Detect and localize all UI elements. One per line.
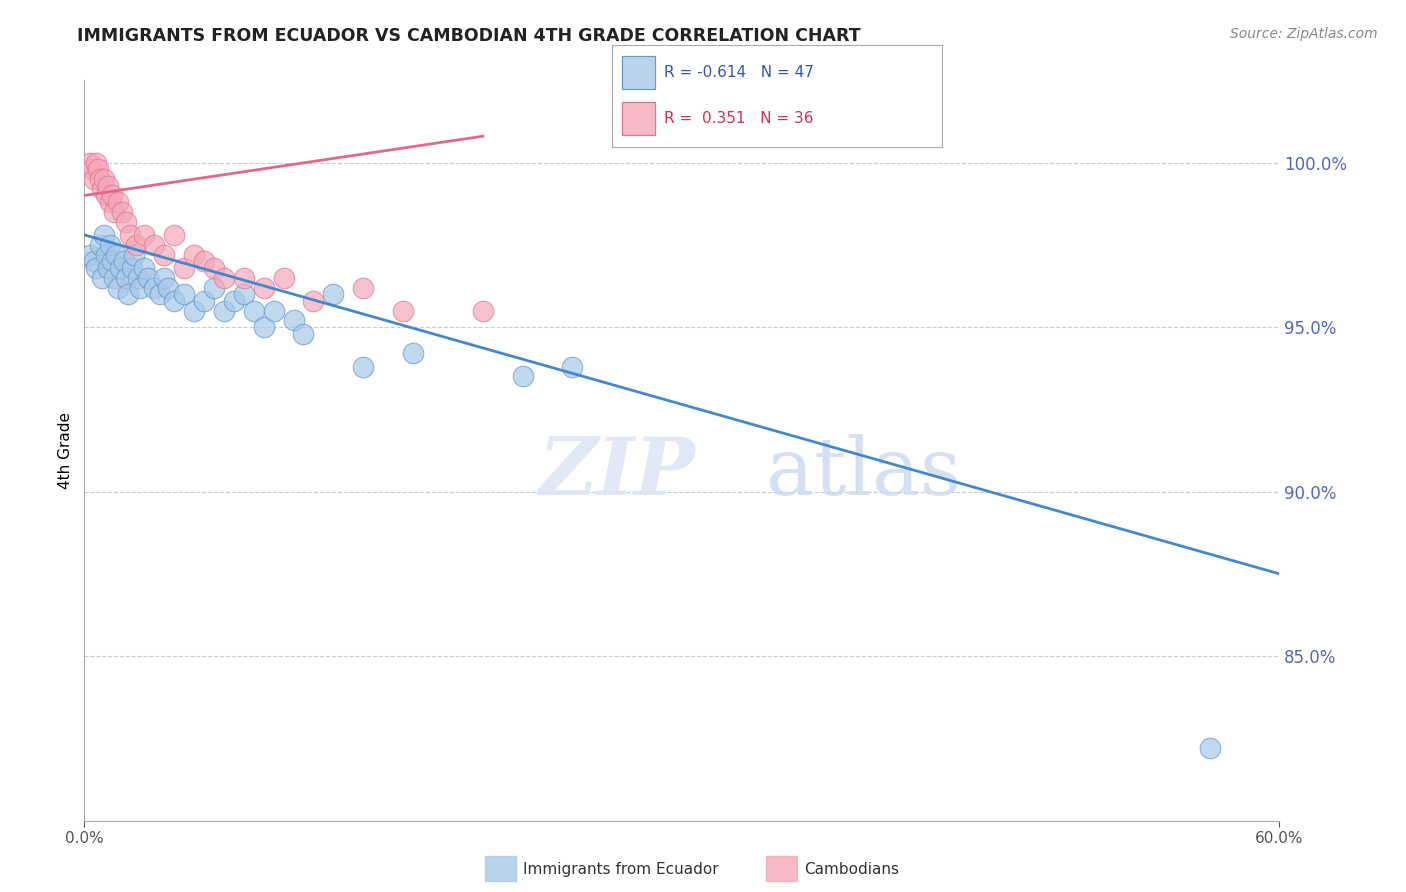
Point <box>157 280 180 294</box>
Point <box>89 172 111 186</box>
Point <box>101 254 124 268</box>
Point <box>110 260 132 275</box>
Point <box>183 248 205 262</box>
Point <box>253 320 276 334</box>
Point <box>302 293 325 308</box>
Point <box>105 248 128 262</box>
Point <box>91 270 114 285</box>
Point <box>79 248 101 262</box>
Point <box>101 188 124 202</box>
Point <box>83 254 105 268</box>
Point <box>107 280 129 294</box>
Point <box>86 260 108 275</box>
Point <box>273 270 295 285</box>
Point <box>115 270 138 285</box>
Point <box>89 237 111 252</box>
Point <box>212 303 235 318</box>
Point <box>112 254 135 268</box>
Point <box>98 237 121 252</box>
Text: atlas: atlas <box>766 434 960 512</box>
Point <box>163 227 186 242</box>
Point <box>93 227 115 242</box>
Text: R =  0.351   N = 36: R = 0.351 N = 36 <box>665 111 814 126</box>
Point <box>121 260 143 275</box>
Point <box>111 205 134 219</box>
Point <box>107 194 129 209</box>
Bar <box>621 102 655 135</box>
Point <box>117 287 139 301</box>
Point <box>173 287 195 301</box>
Point <box>83 172 105 186</box>
Point <box>129 280 152 294</box>
Y-axis label: 4th Grade: 4th Grade <box>58 412 73 489</box>
Point <box>263 303 285 318</box>
Point <box>183 303 205 318</box>
Point <box>79 155 101 169</box>
Bar <box>621 102 655 135</box>
Point <box>132 260 156 275</box>
Point <box>232 270 254 285</box>
Point <box>173 260 195 275</box>
Point <box>143 237 166 252</box>
Point <box>120 227 142 242</box>
Point <box>96 188 118 202</box>
Point <box>193 293 215 308</box>
Point <box>292 326 315 341</box>
Point <box>96 248 118 262</box>
Point <box>471 303 494 318</box>
Point <box>87 162 110 177</box>
Point <box>202 280 225 294</box>
Point <box>115 215 138 229</box>
Point <box>222 293 245 308</box>
Bar <box>621 56 655 88</box>
Point <box>153 270 176 285</box>
Bar <box>621 56 655 88</box>
Point <box>149 287 172 301</box>
Point <box>322 287 344 301</box>
Text: Immigrants from Ecuador: Immigrants from Ecuador <box>523 863 718 877</box>
Point <box>127 270 149 285</box>
Point <box>283 313 305 327</box>
Point <box>97 178 120 193</box>
Point <box>193 254 215 268</box>
Point <box>82 162 104 177</box>
Text: Source: ZipAtlas.com: Source: ZipAtlas.com <box>1230 27 1378 41</box>
Text: IMMIGRANTS FROM ECUADOR VS CAMBODIAN 4TH GRADE CORRELATION CHART: IMMIGRANTS FROM ECUADOR VS CAMBODIAN 4TH… <box>77 27 860 45</box>
Point <box>86 155 108 169</box>
Point <box>392 303 415 318</box>
Point <box>103 270 125 285</box>
Point <box>91 182 114 196</box>
Point <box>93 172 115 186</box>
Point <box>103 205 125 219</box>
Point <box>212 270 235 285</box>
Point <box>232 287 254 301</box>
Text: ZIP: ZIP <box>538 434 696 511</box>
Point <box>153 248 176 262</box>
Point <box>143 280 166 294</box>
Point <box>136 270 159 285</box>
Point <box>242 303 264 318</box>
Point <box>98 194 121 209</box>
Point <box>352 359 374 374</box>
Point <box>561 359 583 374</box>
Point <box>253 280 276 294</box>
Point <box>402 346 425 360</box>
Text: R = -0.614   N = 47: R = -0.614 N = 47 <box>665 65 814 79</box>
Point <box>132 227 156 242</box>
Point <box>352 280 374 294</box>
Point <box>202 260 225 275</box>
Point <box>97 260 120 275</box>
Point <box>122 248 145 262</box>
Point <box>125 237 148 252</box>
Point <box>512 369 534 384</box>
Point <box>1198 741 1220 756</box>
Point <box>163 293 186 308</box>
Text: Cambodians: Cambodians <box>804 863 900 877</box>
